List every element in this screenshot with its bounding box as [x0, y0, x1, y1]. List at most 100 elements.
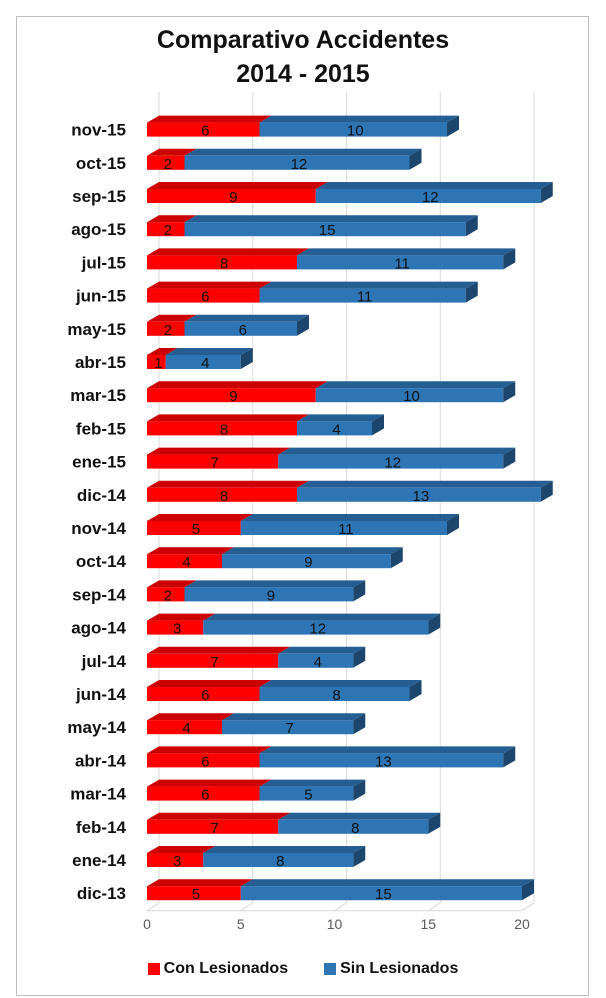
bar-sin-lesionados — [278, 454, 504, 469]
data-label: 6 — [239, 322, 247, 339]
bar-con-lesionados — [147, 687, 260, 701]
gridline-floor-0 — [146, 902, 160, 912]
bar-con-lesionados — [147, 288, 260, 303]
bar-side — [240, 348, 253, 369]
category-label: ago-15 — [71, 220, 126, 239]
bar-sin-lesionados — [315, 388, 504, 403]
bar-sin-lesionados — [259, 122, 447, 137]
bar-top-1 — [184, 215, 478, 223]
data-label: 8 — [351, 820, 359, 837]
bar-top-0 — [147, 613, 216, 621]
bar-top-0 — [147, 248, 309, 256]
bar-con-lesionados — [147, 554, 222, 569]
bar-side — [465, 215, 478, 237]
bar-top-1 — [315, 381, 516, 389]
bar-side — [372, 414, 384, 436]
bar-top-1 — [297, 414, 384, 422]
bar-top-1 — [240, 879, 534, 887]
legend-label-sin-lesionados: Sin Lesionados — [340, 960, 459, 977]
bar-side — [409, 148, 422, 170]
gridline-floor-10 — [334, 902, 347, 912]
bar-top-0 — [147, 414, 309, 422]
bar-sin-lesionados — [184, 587, 354, 602]
bar-top-0 — [147, 846, 216, 853]
bar-side — [353, 646, 366, 668]
bar-top-0 — [147, 879, 253, 887]
data-label: 9 — [304, 554, 312, 571]
category-label: jun-14 — [75, 685, 127, 704]
category-label: feb-15 — [76, 419, 126, 438]
bar-top-1 — [259, 115, 459, 123]
bar-top-1 — [278, 447, 516, 455]
bar-top-1 — [184, 148, 422, 156]
category-label: jun-15 — [75, 287, 126, 306]
data-label: 8 — [332, 687, 340, 704]
category-label: nov-15 — [71, 121, 126, 140]
bar-side — [428, 613, 441, 635]
bar-con-lesionados — [147, 786, 260, 801]
data-label: 12 — [422, 189, 439, 206]
bar-con-lesionados — [147, 355, 166, 369]
bar-top-0 — [147, 182, 328, 189]
data-label: 8 — [220, 255, 228, 272]
data-label: 5 — [304, 787, 312, 804]
category-label: may-15 — [67, 320, 126, 339]
bar-side — [503, 381, 516, 403]
bar-sin-lesionados — [259, 288, 466, 303]
data-label: 8 — [220, 488, 228, 505]
data-label: 11 — [338, 521, 354, 538]
data-label: 12 — [309, 621, 326, 638]
x-tick-label: 10 — [327, 916, 343, 932]
bar-top-1 — [315, 182, 553, 189]
data-label: 5 — [192, 521, 200, 538]
bar-con-lesionados — [147, 454, 279, 469]
category-label: oct-15 — [76, 154, 126, 173]
gridline-floor-20 — [521, 902, 535, 912]
x-tick-label: 15 — [420, 916, 436, 932]
data-label: 3 — [173, 621, 181, 638]
bar-side — [540, 480, 553, 502]
category-label: ene-15 — [72, 453, 126, 472]
legend-item-con-lesionados: Con Lesionados — [147, 960, 289, 978]
bar-con-lesionados — [147, 819, 279, 834]
bar-con-lesionados — [147, 321, 185, 336]
data-label: 4 — [201, 355, 209, 372]
category-label: jul-14 — [81, 652, 127, 671]
data-label: 5 — [192, 886, 200, 903]
bar-side — [447, 514, 459, 535]
bar-top-0 — [147, 547, 234, 555]
bar-top-0 — [147, 348, 178, 355]
bar-side — [428, 812, 441, 834]
data-label: 4 — [332, 421, 340, 438]
category-label: mar-14 — [70, 785, 126, 804]
bar-side — [353, 713, 366, 735]
data-label: 2 — [164, 587, 172, 604]
bar-top-0 — [147, 115, 272, 123]
category-label: sep-15 — [72, 187, 126, 206]
data-label: 6 — [201, 289, 209, 306]
data-label: 10 — [347, 123, 364, 140]
bar-sin-lesionados — [278, 653, 354, 668]
data-label: 7 — [210, 654, 218, 671]
bar-top-0 — [147, 680, 272, 687]
bar-top-0 — [147, 746, 272, 754]
data-label: 7 — [210, 820, 218, 837]
bar-top-1 — [184, 314, 309, 322]
bar-side — [503, 447, 516, 469]
bar-top-1 — [297, 248, 516, 256]
legend-label-con-lesionados: Con Lesionados — [163, 960, 289, 977]
data-label: 4 — [182, 720, 190, 737]
bar-sin-lesionados — [165, 355, 241, 369]
bar-con-lesionados — [147, 653, 279, 668]
bar-top-1 — [297, 480, 553, 488]
bar-top-0 — [147, 447, 291, 455]
bar-con-lesionados — [147, 487, 297, 502]
bar-side — [465, 281, 478, 303]
category-label: may-14 — [67, 718, 126, 737]
category-label: abr-14 — [75, 751, 127, 770]
bar-top-1 — [278, 646, 366, 654]
bar-con-lesionados — [147, 222, 185, 237]
bar-sin-lesionados — [315, 189, 541, 203]
bar-top-1 — [165, 348, 253, 355]
category-label: nov-14 — [71, 519, 126, 538]
